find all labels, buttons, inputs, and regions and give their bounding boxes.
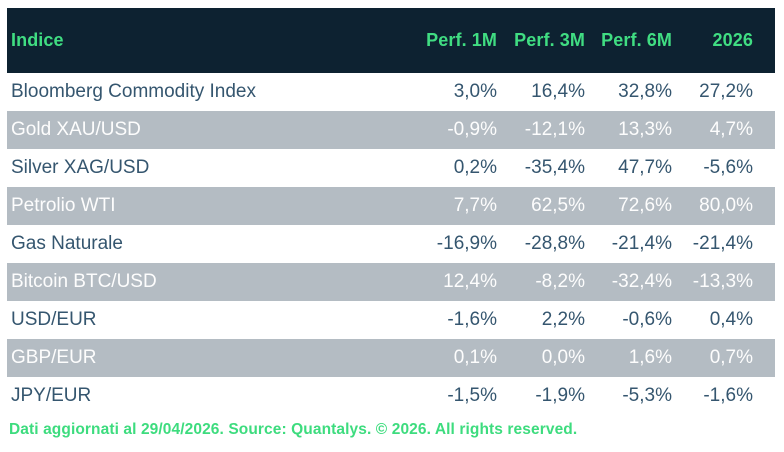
perf-6m-value-cell: 32,8% <box>618 81 672 102</box>
perf-3m-value-cell: 2,2% <box>541 309 585 330</box>
performance-table-container: Indice Perf. 1M Perf. 3M Perf. 6M 2026 B… <box>7 8 775 415</box>
perf-1m-value-cell: 3,0% <box>453 81 497 102</box>
perf-2026-value-cell: 27,2% <box>699 81 753 102</box>
perf-6m-value-cell: -21,4% <box>611 233 672 254</box>
perf-6m-value-cell: 72,6% <box>618 195 672 216</box>
perf-3m-value-cell: -35,4% <box>524 157 585 178</box>
perf-6m-value-cell: 13,3% <box>618 119 672 140</box>
perf-1m-value-cell: -1,5% <box>447 385 497 406</box>
index-name-cell: JPY/EUR <box>11 385 92 406</box>
footer-note: Dati aggiornati al 29/04/2026. Source: Q… <box>9 421 578 438</box>
perf-6m-value-cell: -32,4% <box>611 271 672 292</box>
column-header-indice: Indice <box>7 8 409 73</box>
table-row: Petrolio WTI 7,7% 62,5% 72,6% 80,0% <box>7 187 775 225</box>
index-name-cell: USD/EUR <box>11 309 97 330</box>
perf-3m-value-cell: 62,5% <box>531 195 585 216</box>
perf-3m-value-cell: -28,8% <box>524 233 585 254</box>
table-row: Bitcoin BTC/USD 12,4% -8,2% -32,4% -13,3… <box>7 263 775 301</box>
perf-3m-value-cell: 16,4% <box>531 81 585 102</box>
perf-1m-value-cell: 0,2% <box>453 157 497 178</box>
column-header-2026: 2026 <box>672 8 775 73</box>
perf-2026-value-cell: 0,4% <box>709 309 753 330</box>
index-name-cell: Petrolio WTI <box>11 195 116 216</box>
table-row: USD/EUR -1,6% 2,2% -0,6% 0,4% <box>7 301 775 339</box>
perf-1m-value-cell: -1,6% <box>447 309 497 330</box>
table-body: Bloomberg Commodity Index 3,0% 16,4% 32,… <box>7 73 775 415</box>
perf-2026-value-cell: -1,6% <box>703 385 753 406</box>
column-header-perf-3m: Perf. 3M <box>497 8 585 73</box>
table-header-row: Indice Perf. 1M Perf. 3M Perf. 6M 2026 <box>7 8 775 73</box>
perf-1m-value-cell: -0,9% <box>447 119 497 140</box>
perf-3m-value-cell: -12,1% <box>524 119 585 140</box>
index-name-cell: Gas Naturale <box>11 233 123 254</box>
table-row: JPY/EUR -1,5% -1,9% -5,3% -1,6% <box>7 377 775 415</box>
perf-3m-value-cell: -8,2% <box>535 271 585 292</box>
index-name-cell: Gold XAU/USD <box>11 119 141 140</box>
column-header-perf-6m: Perf. 6M <box>585 8 672 73</box>
perf-6m-value-cell: -5,3% <box>622 385 672 406</box>
perf-2026-value-cell: -21,4% <box>692 233 753 254</box>
perf-2026-value-cell: 4,7% <box>709 119 753 140</box>
performance-table: Indice Perf. 1M Perf. 3M Perf. 6M 2026 B… <box>7 8 775 415</box>
perf-1m-value-cell: 7,7% <box>453 195 497 216</box>
perf-6m-value-cell: 47,7% <box>618 157 672 178</box>
table-row: Gas Naturale -16,9% -28,8% -21,4% -21,4% <box>7 225 775 263</box>
perf-1m-value-cell: -16,9% <box>436 233 497 254</box>
perf-3m-value-cell: 0,0% <box>541 347 585 368</box>
column-header-perf-1m: Perf. 1M <box>409 8 497 73</box>
table-row: Silver XAG/USD 0,2% -35,4% 47,7% -5,6% <box>7 149 775 187</box>
perf-3m-value-cell: -1,9% <box>535 385 585 406</box>
perf-2026-value-cell: 0,7% <box>709 347 753 368</box>
table-row: GBP/EUR 0,1% 0,0% 1,6% 0,7% <box>7 339 775 377</box>
table-row: Gold XAU/USD -0,9% -12,1% 13,3% 4,7% <box>7 111 775 149</box>
index-name-cell: Bloomberg Commodity Index <box>11 81 256 102</box>
perf-2026-value-cell: 80,0% <box>699 195 753 216</box>
index-name-cell: Bitcoin BTC/USD <box>11 271 157 292</box>
perf-2026-value-cell: -13,3% <box>692 271 753 292</box>
perf-2026-value-cell: -5,6% <box>703 157 753 178</box>
perf-6m-value-cell: -0,6% <box>622 309 672 330</box>
table-row: Bloomberg Commodity Index 3,0% 16,4% 32,… <box>7 73 775 111</box>
index-name-cell: GBP/EUR <box>11 347 97 368</box>
perf-1m-value-cell: 0,1% <box>453 347 497 368</box>
index-name-cell: Silver XAG/USD <box>11 157 150 178</box>
perf-1m-value-cell: 12,4% <box>443 271 497 292</box>
perf-6m-value-cell: 1,6% <box>628 347 672 368</box>
